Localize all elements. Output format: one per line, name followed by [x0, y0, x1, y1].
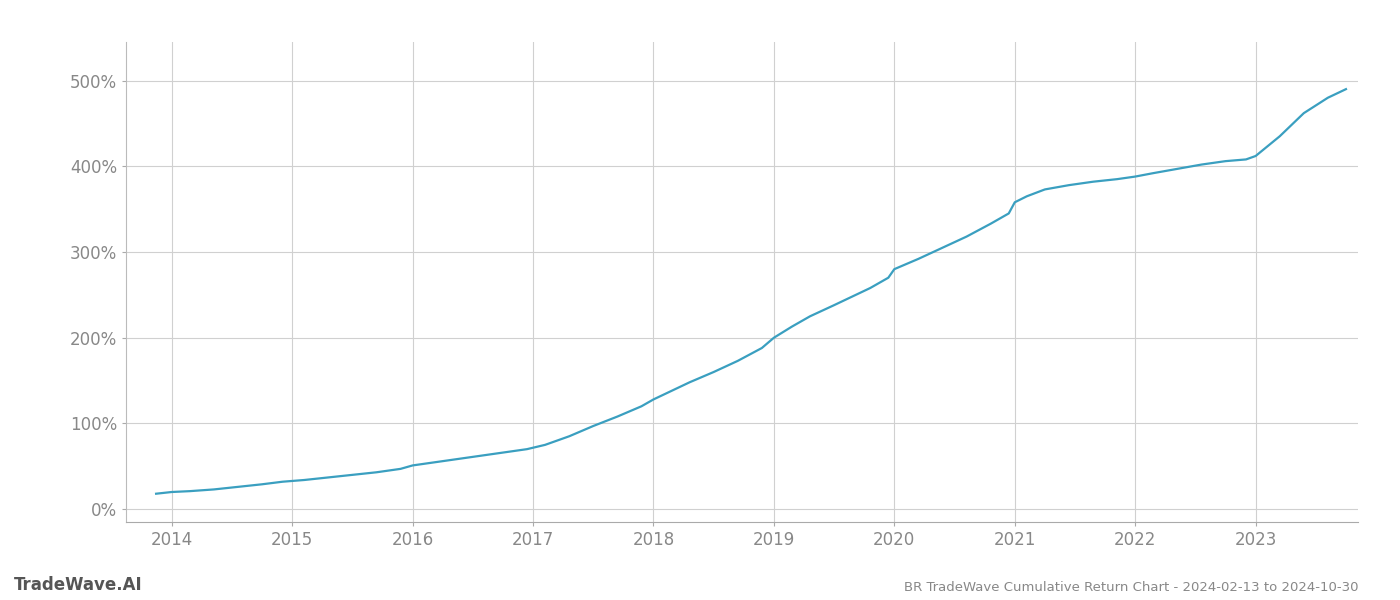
Text: TradeWave.AI: TradeWave.AI: [14, 576, 143, 594]
Text: BR TradeWave Cumulative Return Chart - 2024-02-13 to 2024-10-30: BR TradeWave Cumulative Return Chart - 2…: [903, 581, 1358, 594]
